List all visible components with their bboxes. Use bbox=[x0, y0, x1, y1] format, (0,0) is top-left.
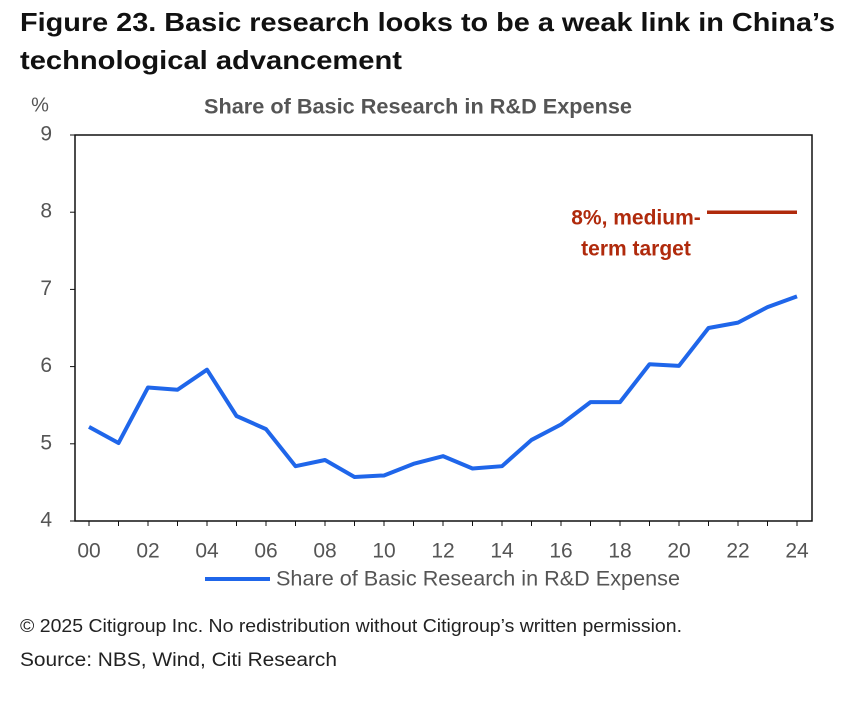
y-tick-label: 9 bbox=[40, 123, 52, 146]
data-line bbox=[88, 294, 798, 479]
x-tick-label: 06 bbox=[254, 540, 277, 563]
y-tick-label: 4 bbox=[40, 509, 52, 532]
figure-title: technological advancement bbox=[20, 45, 402, 75]
legend-label: Share of Basic Research in R&D Expense bbox=[276, 568, 680, 591]
y-tick-label: 7 bbox=[40, 277, 52, 300]
target-label: term target bbox=[581, 238, 691, 261]
x-tick-label: 16 bbox=[549, 540, 572, 563]
x-tick-label: 02 bbox=[136, 540, 159, 563]
x-tick-label: 14 bbox=[490, 540, 514, 563]
x-tick-label: 24 bbox=[785, 540, 809, 563]
x-tick-label: 00 bbox=[77, 540, 100, 563]
y-tick-label: 8 bbox=[40, 200, 52, 223]
source: Source: NBS, Wind, Citi Research bbox=[20, 650, 337, 671]
x-tick-label: 20 bbox=[667, 540, 690, 563]
x-tick-label: 04 bbox=[195, 540, 219, 563]
x-tick-label: 08 bbox=[313, 540, 336, 563]
figure-title: Figure 23. Basic research looks to be a … bbox=[20, 7, 835, 37]
x-tick-label: 10 bbox=[372, 540, 395, 563]
x-tick-label: 12 bbox=[431, 540, 454, 563]
plot-frame bbox=[74, 134, 813, 522]
copyright: © 2025 Citigroup Inc. No redistribution … bbox=[20, 616, 682, 636]
y-tick-label: 5 bbox=[40, 431, 52, 454]
x-tick-label: 18 bbox=[608, 540, 631, 563]
y-tick-label: 6 bbox=[40, 354, 52, 377]
chart-title: Share of Basic Research in R&D Expense bbox=[204, 96, 632, 119]
x-tick-label: 22 bbox=[726, 540, 749, 563]
target-label: 8%, medium- bbox=[571, 207, 701, 230]
y-unit: % bbox=[31, 94, 49, 116]
